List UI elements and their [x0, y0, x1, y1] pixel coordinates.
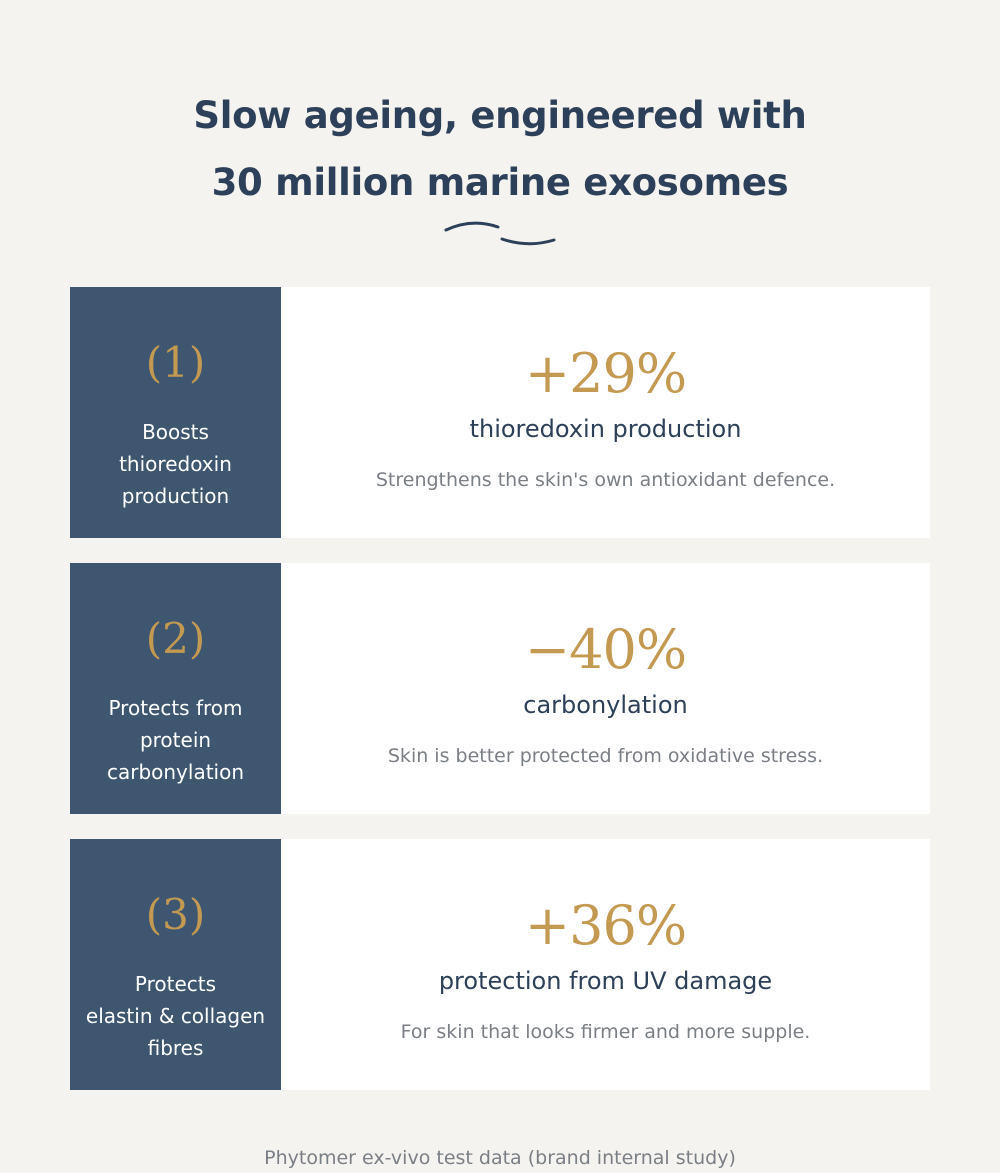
benefit-content: +29% thioredoxin production Strengthens …: [281, 287, 930, 538]
benefit-number: (1): [145, 338, 206, 387]
benefit-label-line: Protects: [134, 972, 217, 996]
benefit-content: −40% carbonylation Skin is better protec…: [281, 563, 930, 814]
benefit-side-panel: (2) Protects from protein carbonylation: [70, 563, 281, 814]
benefit-metric: thioredoxin production: [469, 415, 742, 443]
benefit-label-line: Boosts: [142, 420, 209, 444]
benefit-label: Protects from protein carbonylation: [70, 692, 281, 788]
headline-line-2: 30 million marine exosomes: [211, 161, 789, 204]
benefit-stat: +29%: [524, 342, 687, 405]
benefit-content: +36% protection from UV damage For skin …: [281, 839, 930, 1090]
benefit-metric: protection from UV damage: [438, 967, 773, 995]
benefit-description: For skin that looks firmer and more supp…: [400, 1021, 811, 1043]
benefit-stat: +36%: [524, 894, 687, 957]
benefit-card: (3) Protects elastin & collagen fibres +…: [70, 839, 930, 1090]
benefit-label-line: fibres: [147, 1036, 204, 1060]
benefit-label: Boosts thioredoxin production: [70, 416, 281, 512]
benefit-label-line: protein: [139, 728, 212, 752]
benefit-number: (3): [145, 890, 206, 939]
benefit-label-line: production: [121, 484, 230, 508]
benefit-description: Skin is better protected from oxidative …: [387, 745, 824, 767]
study-footnote: Phytomer ex-vivo test data (brand intern…: [264, 1147, 736, 1169]
benefit-label-line: elastin & collagen: [85, 1004, 266, 1028]
headline-line-1: Slow ageing, engineered with: [193, 94, 807, 137]
benefit-label-line: Protects from: [108, 696, 243, 720]
benefit-label-line: carbonylation: [106, 760, 245, 784]
benefit-label: Protects elastin & collagen fibres: [70, 968, 281, 1064]
benefit-description: Strengthens the skin's own antioxidant d…: [375, 469, 836, 491]
benefit-side-panel: (1) Boosts thioredoxin production: [70, 287, 281, 538]
benefit-number: (2): [145, 614, 206, 663]
benefit-label-line: thioredoxin: [119, 452, 232, 476]
benefit-stat: −40%: [524, 618, 687, 681]
benefit-side-panel: (3) Protects elastin & collagen fibres: [70, 839, 281, 1090]
benefit-metric: carbonylation: [523, 691, 688, 719]
page-headline: Slow ageing, engineered with 30 million …: [0, 82, 1000, 216]
benefit-card: (2) Protects from protein carbonylation …: [70, 563, 930, 814]
benefit-card: (1) Boosts thioredoxin production +29% t…: [70, 287, 930, 538]
wave-divider-icon: [444, 221, 556, 246]
